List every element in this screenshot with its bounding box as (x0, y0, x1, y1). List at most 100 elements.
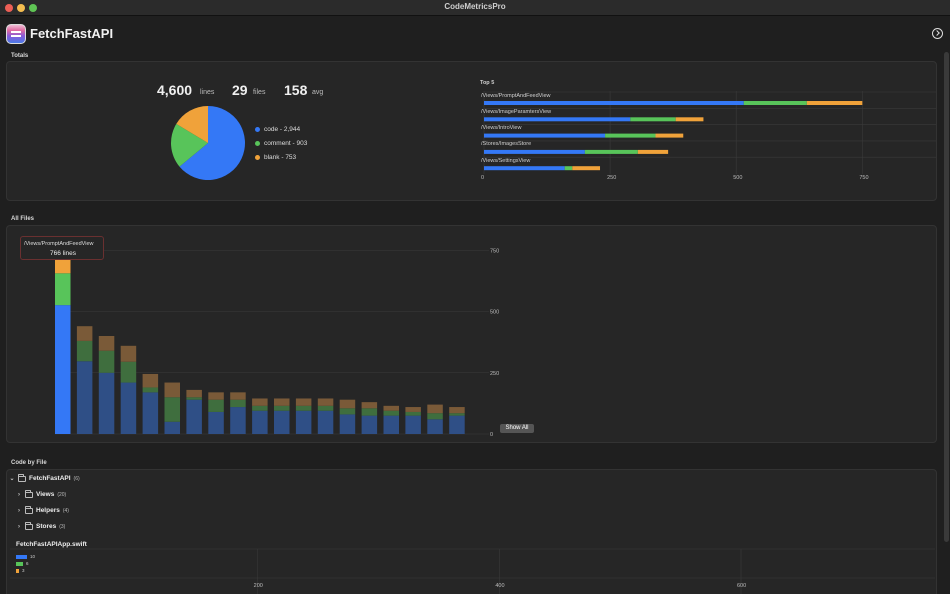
file-bar-comment[interactable] (98, 350, 115, 373)
file-bar-blank[interactable] (427, 404, 443, 414)
file-bar-blank[interactable] (98, 336, 115, 351)
file-bar-comment[interactable] (76, 340, 93, 362)
file-bar-blank[interactable] (186, 389, 202, 398)
file-chart-tick-label: 600 (737, 583, 746, 589)
file-legend-blank: 3 (16, 568, 25, 573)
file-bar-blank[interactable] (274, 398, 290, 406)
file-bar-blank[interactable] (76, 326, 93, 341)
top5-bar-code[interactable] (484, 117, 631, 122)
file-bar-code[interactable] (76, 361, 93, 434)
file-bar-comment[interactable] (208, 399, 224, 412)
file-bar-comment[interactable] (55, 273, 71, 306)
top5-bar-comment[interactable] (630, 117, 676, 122)
top5-bar-blank[interactable] (572, 166, 601, 171)
tree-item-helpers[interactable]: › Helpers (4) (16, 505, 69, 514)
close-window-button[interactable] (5, 4, 13, 12)
file-bar-comment[interactable] (339, 408, 356, 415)
top5-bar-code[interactable] (484, 133, 606, 138)
minimize-window-button[interactable] (17, 4, 25, 12)
files-total: 29 (232, 82, 248, 98)
file-bar-blank[interactable] (339, 399, 356, 409)
file-bar-comment[interactable] (186, 397, 202, 400)
top5-bar-blank[interactable] (637, 149, 669, 154)
file-bar-comment[interactable] (361, 408, 378, 416)
file-bar-code[interactable] (98, 372, 115, 434)
file-bar-comment[interactable] (252, 405, 268, 411)
pie-slice-code[interactable] (179, 106, 245, 180)
chevron-down-icon[interactable]: ⌄ (9, 476, 15, 482)
chevron-right-icon[interactable]: › (18, 491, 20, 498)
file-bar-code[interactable] (295, 410, 312, 434)
file-bar-blank[interactable] (230, 392, 246, 400)
file-bar-comment[interactable] (383, 410, 400, 416)
file-bar-code[interactable] (230, 407, 246, 434)
file-bar-code[interactable] (252, 410, 268, 434)
top5-bar-code[interactable] (484, 101, 744, 105)
code-by-file-panel (6, 469, 937, 594)
file-bar-blank[interactable] (120, 345, 137, 362)
top5-bar-blank[interactable] (806, 101, 863, 105)
file-bar-code[interactable] (383, 415, 400, 434)
file-bar-blank[interactable] (317, 398, 334, 406)
file-bar-code[interactable] (186, 399, 202, 434)
pie-slice-comment[interactable] (171, 123, 208, 167)
top5-bar-blank[interactable] (655, 133, 684, 138)
file-bar-blank[interactable] (295, 398, 312, 406)
top5-bar-code[interactable] (484, 166, 565, 171)
file-bar-code[interactable] (405, 415, 421, 434)
file-bar-comment[interactable] (274, 405, 290, 411)
file-bar-code[interactable] (164, 421, 181, 434)
vertical-scrollbar[interactable] (944, 52, 949, 542)
file-bar-comment[interactable] (449, 413, 465, 416)
file-bar-code[interactable] (361, 415, 378, 434)
file-bar-comment[interactable] (427, 413, 443, 420)
file-bar-code[interactable] (142, 392, 159, 434)
top5-bar-code[interactable] (484, 149, 585, 154)
top5-bar-comment[interactable] (584, 149, 638, 154)
file-bar-comment[interactable] (317, 405, 334, 411)
top5-bar-comment[interactable] (564, 166, 573, 171)
file-bar-code[interactable] (274, 410, 290, 434)
avg-unit: avg (312, 89, 324, 96)
tree-item-views[interactable]: › Views (20) (16, 489, 67, 498)
file-bar-comment[interactable] (295, 405, 312, 411)
pie-slice-blank[interactable] (176, 106, 208, 143)
chevron-right-icon[interactable]: › (18, 523, 20, 530)
tree-root-row[interactable]: ⌄ FetchFastAPI (6) (9, 473, 80, 482)
all-files-tick-label: 0 (490, 432, 493, 438)
tree-item-stores[interactable]: › Stores (3) (16, 521, 65, 530)
file-bar-blank[interactable] (449, 407, 465, 414)
file-bar-blank[interactable] (405, 407, 421, 412)
file-bar-code[interactable] (208, 411, 224, 434)
file-bar-blank[interactable] (142, 373, 159, 388)
chevron-right-icon[interactable]: › (18, 507, 20, 514)
file-bar-blank[interactable] (383, 405, 400, 411)
zoom-window-button[interactable] (29, 4, 37, 12)
top5-bar-comment[interactable] (743, 101, 807, 105)
top5-bar-blank[interactable] (675, 117, 704, 122)
lines-pie-chart (171, 106, 245, 180)
file-bar-blank[interactable] (208, 392, 224, 400)
all-files-tick-label: 500 (490, 310, 499, 316)
show-all-button[interactable]: Show All (500, 424, 534, 433)
tree-item-views-count: (20) (57, 491, 67, 498)
file-bar-comment[interactable] (405, 411, 421, 416)
top5-item-label: /Views/SettingsView (481, 157, 531, 164)
file-bar-code[interactable] (449, 415, 465, 434)
top5-bar-comment[interactable] (605, 133, 656, 138)
file-bar-code[interactable] (339, 414, 356, 434)
file-bar-code[interactable] (317, 410, 334, 434)
file-bar-comment[interactable] (164, 397, 181, 422)
file-bar-comment[interactable] (142, 387, 159, 393)
file-bar-code[interactable] (427, 419, 443, 434)
file-bar-blank[interactable] (252, 398, 268, 406)
file-bar-blank[interactable] (164, 382, 181, 398)
top5-tick-label: 750 (859, 175, 869, 181)
file-bar-comment[interactable] (120, 361, 137, 383)
file-bar-comment[interactable] (230, 399, 246, 408)
share-icon[interactable] (932, 28, 943, 39)
file-bar-blank[interactable] (361, 402, 378, 409)
file-bar-code[interactable] (120, 382, 137, 434)
file-blank-value: 3 (22, 568, 25, 573)
file-bar-code[interactable] (55, 305, 71, 434)
